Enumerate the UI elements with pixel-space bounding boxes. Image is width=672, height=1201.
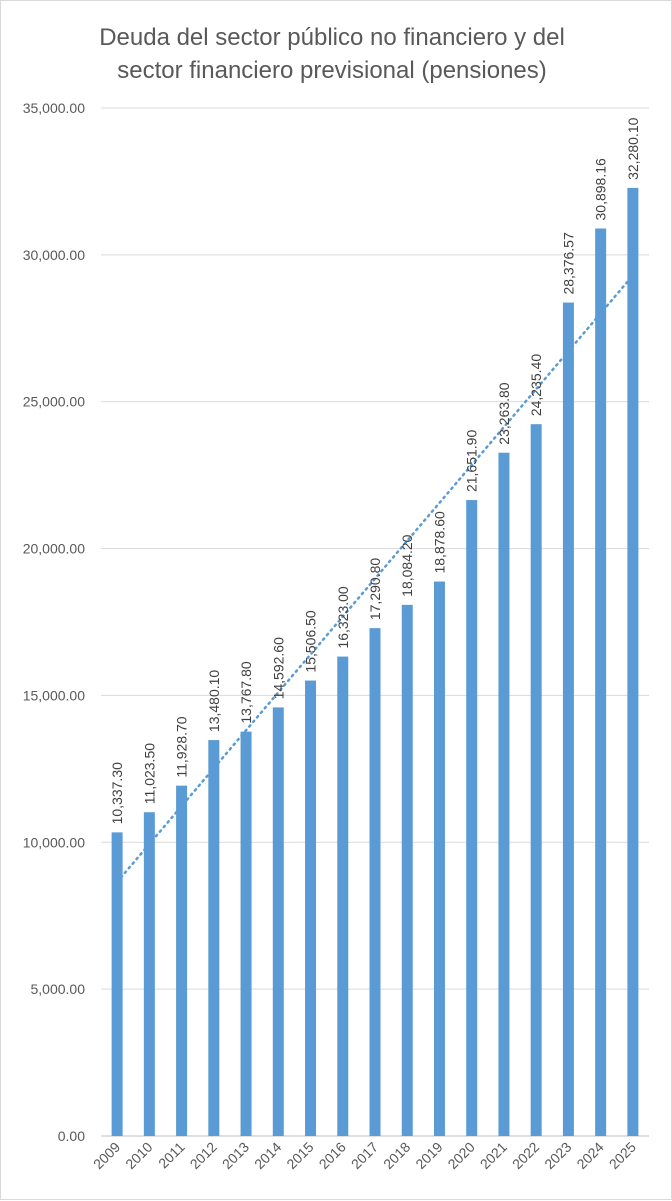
data-label: 13,767.80 [238, 661, 254, 723]
x-tick-label: 2018 [380, 1139, 413, 1172]
data-labels: 10,337.30 11,023.50 11,928.70 13,480.10 13,7… [109, 117, 641, 824]
x-tick-label: 2021 [477, 1139, 510, 1172]
data-label: 18,084.20 [399, 534, 415, 596]
bar [562, 302, 574, 1136]
bar [305, 680, 317, 1136]
bar [337, 656, 349, 1136]
x-tick-label: 2013 [219, 1139, 252, 1172]
data-label: 30,898.16 [593, 158, 609, 220]
bar [111, 832, 123, 1136]
data-label: 11,928.70 [174, 716, 190, 777]
bar [208, 740, 220, 1136]
x-tick-label: 2019 [412, 1139, 445, 1172]
y-tick-label: 10,000.00 [23, 834, 85, 850]
y-axis-tick-labels: 0.00 5,000.00 10,000.00 15,000.00 20,000.00 2… [23, 100, 86, 1144]
data-label: 23,263.80 [496, 382, 512, 444]
x-tick-label: 2020 [444, 1139, 477, 1172]
y-tick-label: 0.00 [58, 1128, 85, 1144]
data-label: 11,023.50 [141, 743, 157, 804]
x-tick-label: 2011 [155, 1139, 188, 1172]
x-tick-label: 2010 [122, 1139, 155, 1172]
bar [466, 500, 478, 1137]
bar [401, 604, 413, 1136]
trendline-group [115, 274, 635, 884]
bars [111, 187, 639, 1137]
y-tick-label: 35,000.00 [23, 100, 85, 116]
y-tick-label: 20,000.00 [23, 541, 85, 557]
x-tick-label: 2009 [90, 1139, 123, 1172]
y-tick-label: 5,000.00 [31, 981, 86, 997]
x-tick-label: 2022 [509, 1139, 542, 1172]
y-tick-label: 15,000.00 [23, 687, 85, 703]
x-tick-label: 2016 [316, 1139, 349, 1172]
bar [595, 228, 607, 1136]
data-label: 18,878.60 [431, 511, 447, 573]
y-tick-label: 30,000.00 [23, 247, 85, 263]
x-tick-label: 2012 [187, 1139, 220, 1172]
x-tick-label: 2017 [348, 1139, 381, 1172]
bar [530, 424, 542, 1136]
data-label: 17,290.80 [367, 558, 383, 620]
chart-title-line: sector financiero previsional (pensiones… [117, 57, 547, 84]
data-label: 16,323.00 [335, 586, 351, 648]
y-tick-label: 25,000.00 [23, 394, 85, 410]
bar [272, 707, 284, 1136]
bar [627, 187, 639, 1137]
x-tick-label: 2014 [251, 1139, 284, 1172]
bar [369, 628, 381, 1136]
bar [240, 731, 252, 1136]
data-label: 21,651.90 [464, 430, 480, 492]
chart-title: Deuda del sector público no financiero y… [99, 24, 565, 84]
data-label: 15,506.50 [303, 610, 319, 672]
bar [176, 785, 188, 1136]
chart-title-line: Deuda del sector público no financiero y… [99, 24, 565, 51]
data-label: 28,376.57 [560, 232, 576, 294]
bar [433, 581, 445, 1136]
data-label: 14,592.60 [270, 637, 286, 699]
x-tick-label: 2023 [541, 1139, 574, 1172]
x-tick-label: 2025 [606, 1139, 639, 1172]
bar [498, 452, 510, 1136]
data-label: 24,235.40 [528, 354, 544, 416]
x-tick-label: 2015 [283, 1139, 316, 1172]
data-label: 13,480.10 [206, 670, 222, 732]
data-label: 32,280.10 [625, 117, 641, 179]
x-tick-label: 2024 [573, 1139, 606, 1172]
bar [143, 812, 155, 1136]
data-label: 10,337.30 [109, 762, 125, 824]
trendline [115, 274, 635, 884]
